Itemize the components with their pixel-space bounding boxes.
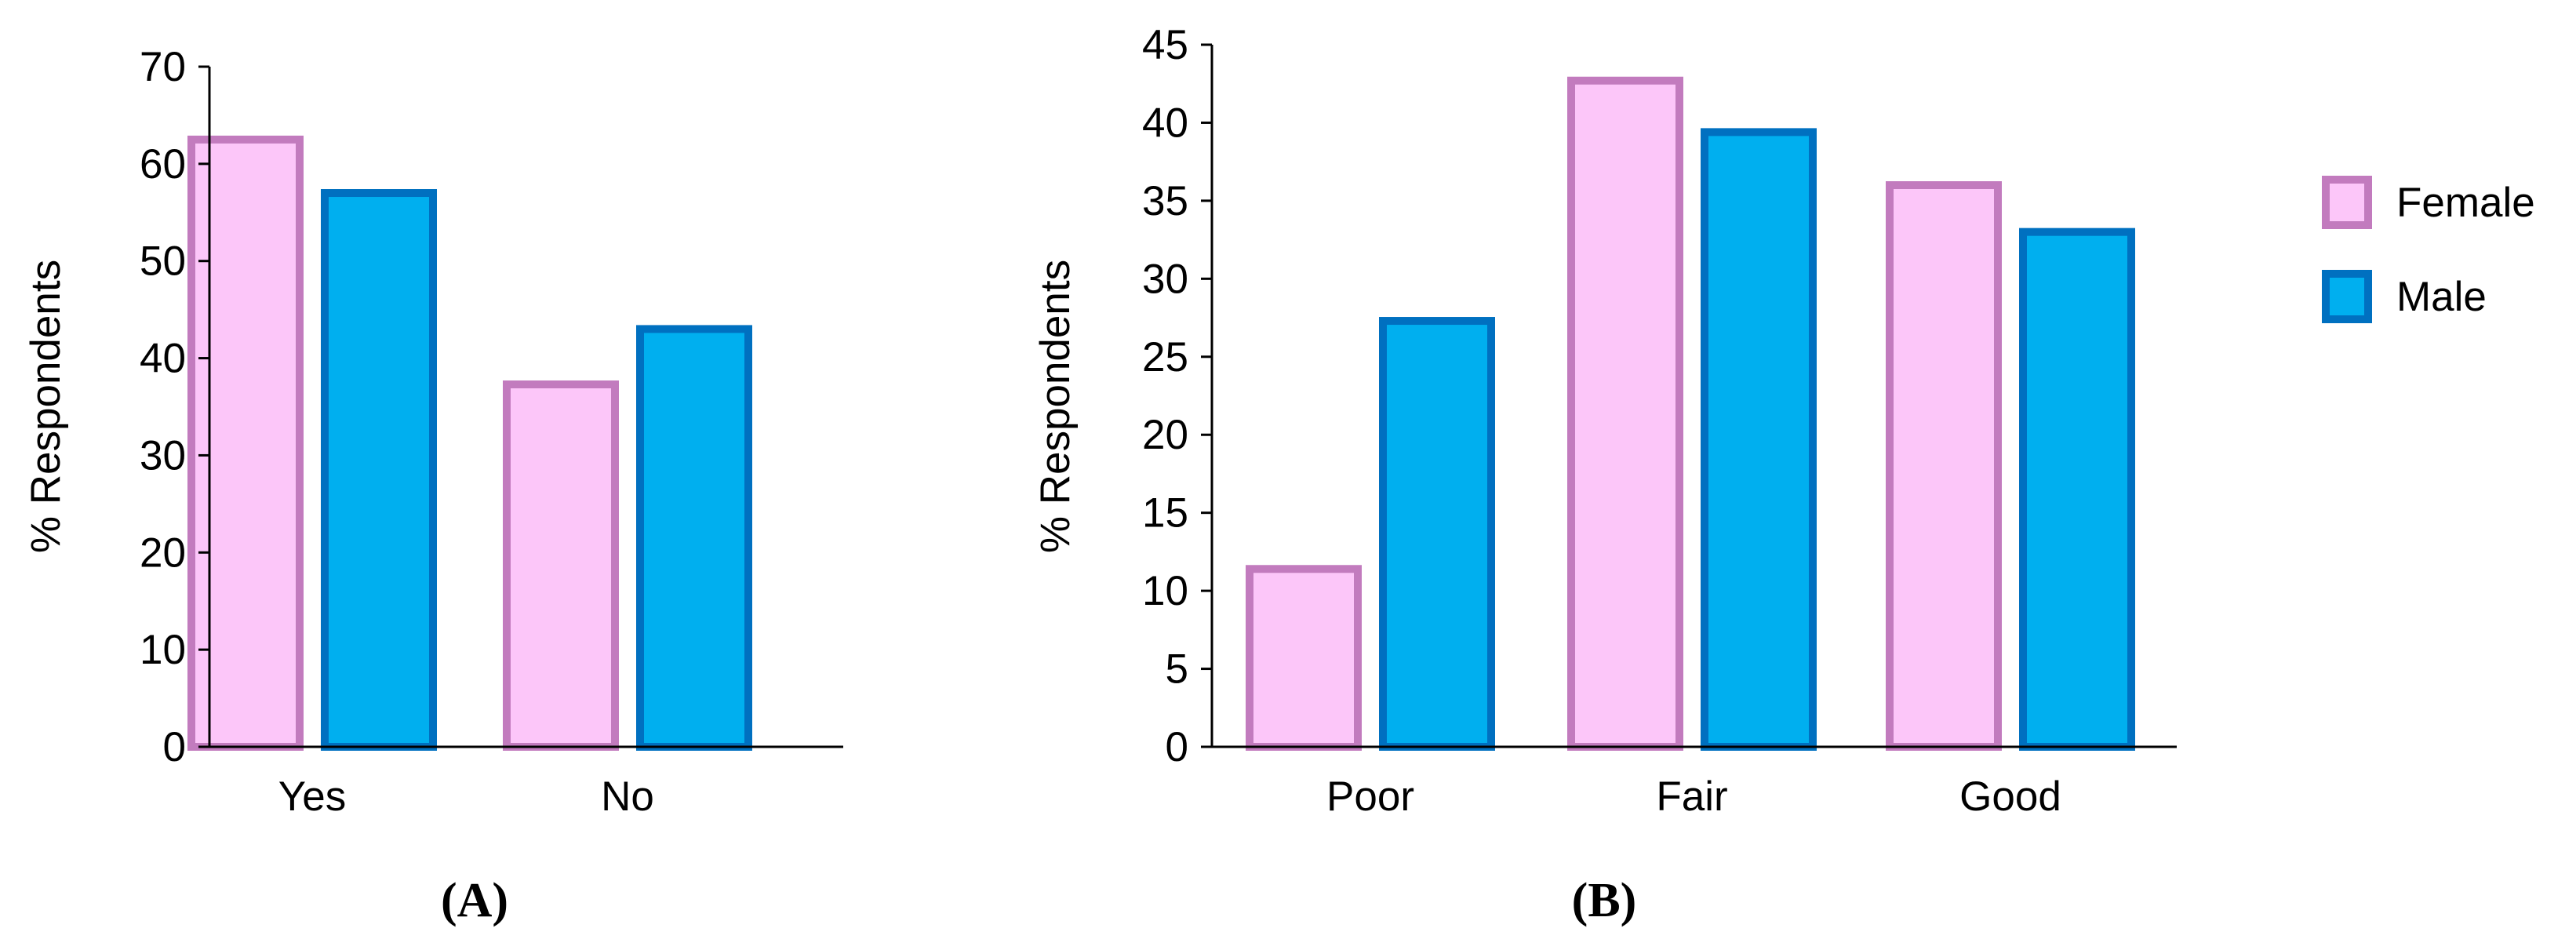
legend-swatch-female [2322,176,2372,229]
panel-a-y-tick-label: 40 [140,336,186,382]
panel-a-y-tick-label: 50 [140,238,186,285]
panel-a-bar-yes-female [187,135,304,751]
panel-a-y-tick-label: 10 [140,627,186,673]
legend: Female Male [2322,176,2535,323]
panel-a-y-tick-label: 0 [163,724,186,770]
panel-b-x-tick-label: Fair [1656,773,1727,820]
panel-a-y-tick-label: 30 [140,432,186,479]
panel-a-y-axis-title: % Respondents [23,260,69,553]
panel-a-bar-no-male [636,325,752,751]
panel-b-bar-poor-female [1246,565,1362,751]
panel-a-x-tick-label: No [601,773,654,820]
legend-label-female: Female [2396,180,2535,226]
panel-b-y-tick-label: 25 [1142,334,1188,380]
legend-label-male: Male [2396,274,2487,320]
panel-b-y-tick-label: 35 [1142,178,1188,224]
panel-a-chart: 0 10 20 30 40 50 60 70 Yes No % Respondents [23,44,843,820]
panel-b-bar-good-male [2019,227,2135,751]
panel-b-bar-fair-female [1567,76,1683,751]
panel-a-y-tick-label: 70 [140,44,186,90]
panel-a-x-tick-label: Yes [278,773,346,820]
panel-b-x-tick-label: Poor [1326,773,1414,820]
panel-b-chart: 0 5 10 15 20 25 30 35 40 45 Poor Fair Good % Responde… [1032,22,2177,820]
panel-a-y-tick-label: 20 [140,530,186,576]
legend-swatch-male [2322,270,2372,323]
panel-b-y-axis-title: % Respondents [1032,260,1079,553]
panel-b-y-tick-label: 45 [1142,22,1188,68]
panel-b-y-tick-label: 5 [1166,646,1188,693]
panel-b-y-tick-label: 40 [1142,100,1188,146]
panel-b-bar-fair-male [1701,128,1817,751]
panel-b-y-tick-label: 30 [1142,256,1188,302]
panel-b-x-tick-label: Good [1959,773,2061,820]
panel-a-y-tick-label: 60 [140,141,186,187]
panel-b-bar-poor-male [1379,317,1495,751]
panel-b-y-tick-label: 0 [1166,724,1188,770]
panel-a-bar-yes-male [321,189,437,751]
panel-a-label: (A) [441,874,508,927]
panel-b-label: (B) [1572,874,1637,927]
panel-b-y-tick-label: 10 [1142,568,1188,614]
panel-b-y-tick-label: 20 [1142,412,1188,458]
panel-b-y-tick-label: 15 [1142,490,1188,537]
panel-a-bar-no-female [503,380,619,751]
panel-b-bar-good-female [1886,181,2002,751]
